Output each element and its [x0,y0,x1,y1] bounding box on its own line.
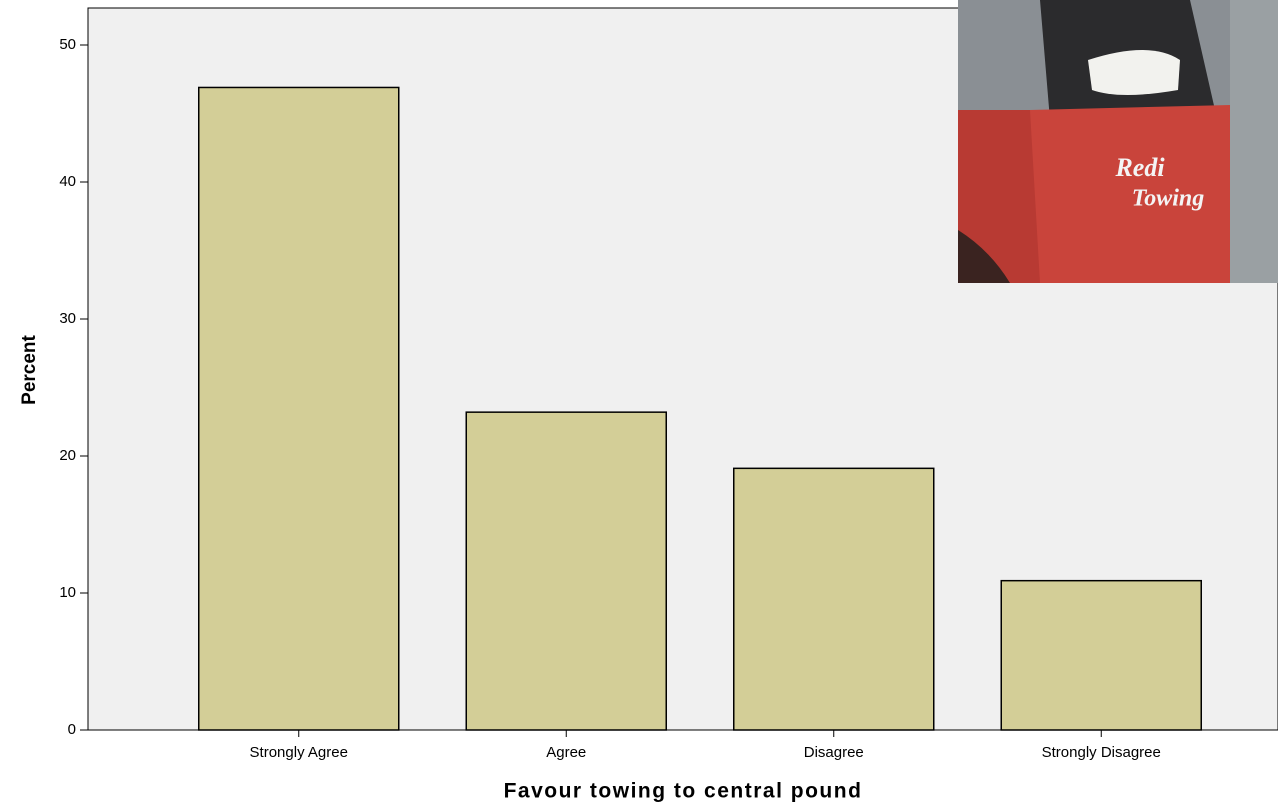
inset-text: Towing [1132,186,1204,212]
y-tick-label: 10 [59,584,76,601]
y-tick-label: 20 [59,447,76,464]
inset-text: Redi [1114,153,1165,182]
x-axis-title: Favour towing to central pound [504,780,863,803]
x-tick-label: Disagree [804,744,864,761]
bar [733,467,935,731]
bar [198,86,400,731]
inset-photo: Redi Towing [958,0,1278,283]
y-tick-label: 30 [59,310,76,327]
y-axis-title: Percent [19,334,40,404]
bar [465,411,667,731]
y-tick-label: 40 [59,173,76,190]
x-tick-label: Strongly Agree [250,744,348,761]
bar [1000,579,1202,731]
y-tick-label: 0 [68,721,76,738]
x-tick-label: Agree [546,744,586,761]
x-tick-label: Strongly Disagree [1042,744,1161,761]
y-tick-label: 50 [59,36,76,53]
